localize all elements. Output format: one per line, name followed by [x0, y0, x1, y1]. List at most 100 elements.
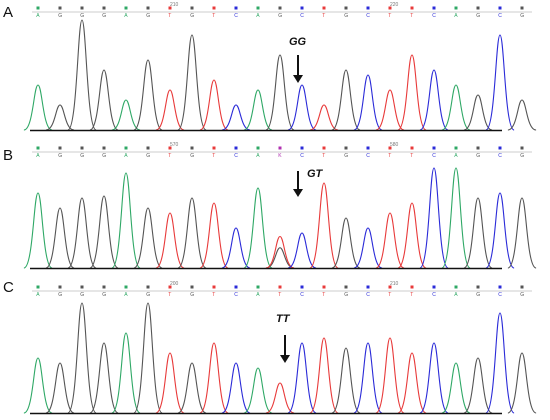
base-call-letter: T [388, 153, 391, 159]
base-marker [498, 285, 502, 289]
base-call-letter: G [146, 13, 150, 19]
panel-label-a: A [3, 4, 14, 21]
base-call-letter: A [454, 292, 458, 298]
base-marker [476, 146, 480, 150]
peak-t [199, 342, 229, 414]
base-marker [432, 6, 436, 10]
base-call-letter: G [102, 13, 106, 19]
base-marker [190, 285, 194, 289]
base-call-letter: T [168, 153, 171, 159]
base-call-letter: G [190, 153, 194, 159]
peak-g [89, 69, 119, 131]
peak-a [23, 192, 53, 269]
base-call-letter: A [124, 292, 128, 298]
position-mark: 210 [170, 2, 179, 8]
base-marker [498, 6, 502, 10]
peak-c [221, 362, 251, 414]
base-call-letter: G [476, 13, 480, 19]
base-call-letter: T [168, 13, 171, 19]
peak-g [463, 197, 493, 269]
base-marker [36, 285, 40, 289]
base-marker [410, 146, 414, 150]
peak-g [331, 69, 361, 131]
peak-t [155, 212, 185, 269]
base-call-letter: G [278, 13, 282, 19]
base-marker [432, 285, 436, 289]
base-marker [212, 146, 216, 150]
peak-g [67, 19, 97, 131]
base-call-letter: C [432, 13, 436, 19]
base-call-letter: G [520, 153, 524, 159]
base-marker [234, 6, 238, 10]
base-marker [388, 285, 392, 289]
base-marker [388, 6, 392, 10]
peak-a [111, 172, 141, 269]
position-mark: 570 [170, 142, 179, 148]
base-call-letter: C [366, 13, 370, 19]
base-marker [322, 146, 326, 150]
peak-t [199, 202, 229, 269]
base-marker [300, 6, 304, 10]
base-call-letter: K [278, 153, 282, 159]
base-marker [498, 146, 502, 150]
base-marker [256, 285, 260, 289]
base-marker [410, 6, 414, 10]
base-marker [322, 6, 326, 10]
peak-c [485, 34, 515, 131]
peak-a [111, 99, 141, 131]
base-call-letter: G [80, 153, 84, 159]
peak-g [67, 197, 97, 269]
base-marker [234, 285, 238, 289]
base-call-letter: G [344, 153, 348, 159]
peak-a [23, 357, 53, 414]
peak-g [463, 357, 493, 414]
peak-c [419, 167, 449, 269]
base-marker [212, 6, 216, 10]
base-call-letter: A [36, 13, 40, 19]
base-call-letter: T [278, 292, 281, 298]
peak-a [23, 84, 53, 131]
peak-t [265, 382, 295, 414]
peak-g [265, 247, 295, 269]
peak-t [309, 182, 339, 269]
base-marker [454, 285, 458, 289]
peak-g [133, 302, 163, 414]
peak-t [265, 235, 295, 269]
base-call-letter: G [146, 292, 150, 298]
base-marker [366, 6, 370, 10]
peak-a [441, 167, 471, 269]
base-call-letter: G [190, 292, 194, 298]
base-call-letter: C [432, 153, 436, 159]
peak-t [155, 89, 185, 131]
peak-c [287, 232, 317, 269]
base-call-letter: A [36, 153, 40, 159]
base-marker [234, 146, 238, 150]
base-marker [190, 146, 194, 150]
peak-c [353, 74, 383, 131]
base-marker [102, 6, 106, 10]
base-call-letter: C [234, 153, 238, 159]
base-marker [190, 6, 194, 10]
base-call-letter: T [410, 153, 413, 159]
peak-g [507, 99, 537, 131]
peak-g [177, 197, 207, 269]
peak-g [45, 207, 75, 269]
base-marker [124, 285, 128, 289]
base-call-letter: G [344, 13, 348, 19]
base-call-letter: C [366, 292, 370, 298]
base-call-letter: G [190, 13, 194, 19]
base-marker [454, 146, 458, 150]
base-marker [124, 6, 128, 10]
base-marker [256, 6, 260, 10]
peak-t [155, 352, 185, 414]
genotype-label-a: GG [289, 36, 307, 48]
peak-g [45, 362, 75, 414]
base-call-letter: A [256, 153, 260, 159]
base-call-letter: A [256, 292, 260, 298]
peak-t [375, 337, 405, 414]
peak-c [353, 227, 383, 269]
peak-g [89, 195, 119, 269]
peak-c [221, 104, 251, 131]
peak-g [177, 362, 207, 414]
